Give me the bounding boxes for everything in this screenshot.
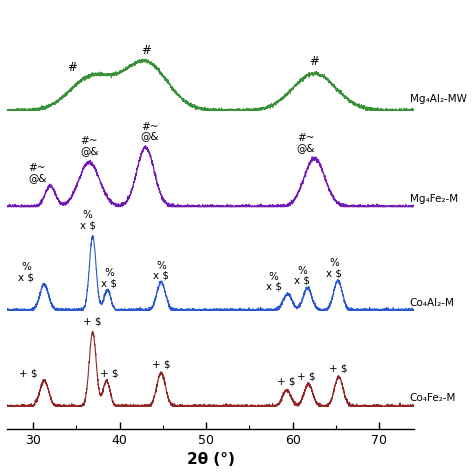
Text: %
x $: % x $: [294, 266, 310, 286]
X-axis label: 2θ (°): 2θ (°): [187, 452, 235, 467]
Text: %
x $: % x $: [266, 272, 282, 292]
Text: + $: + $: [277, 376, 296, 386]
Text: #: #: [141, 44, 150, 56]
Text: #~
@&: #~ @&: [297, 133, 315, 154]
Text: %
x $: % x $: [80, 210, 95, 230]
Text: + $: + $: [297, 371, 315, 381]
Text: #~
@&: #~ @&: [80, 137, 99, 156]
Text: #~
@&: #~ @&: [28, 163, 46, 183]
Text: + $: + $: [329, 364, 348, 374]
Text: + $: + $: [83, 317, 102, 327]
Text: #: #: [67, 61, 77, 73]
Text: #: #: [310, 55, 319, 68]
Text: + $: + $: [100, 368, 118, 378]
Text: %
x $: % x $: [101, 268, 117, 288]
Text: Co₄Al₂-M: Co₄Al₂-M: [410, 298, 455, 308]
Text: #~
@&: #~ @&: [141, 122, 159, 142]
Text: + $: + $: [152, 359, 170, 369]
Text: %
x $: % x $: [153, 261, 169, 281]
Text: %
x $: % x $: [18, 262, 34, 282]
Text: Co₄Fe₂-M: Co₄Fe₂-M: [410, 392, 456, 402]
Text: Mg₄Al₂-MW: Mg₄Al₂-MW: [410, 94, 466, 104]
Text: + $: + $: [19, 368, 38, 378]
Text: %
x $: % x $: [327, 258, 342, 278]
Text: Mg₄Fe₂-M: Mg₄Fe₂-M: [410, 194, 458, 204]
